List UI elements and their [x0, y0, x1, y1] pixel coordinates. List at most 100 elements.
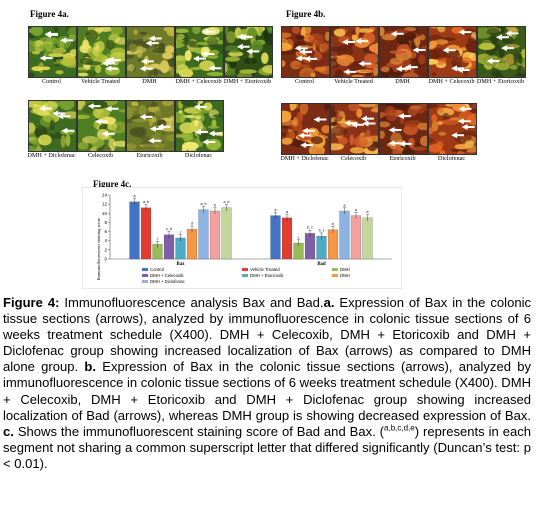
arrow-marker-icon: [246, 48, 260, 55]
caption-text-4: Shows the immunofluorescent staining sco…: [13, 423, 385, 439]
grid4a-panel-9: [175, 100, 224, 152]
arrow-marker-icon: [193, 103, 207, 110]
arrow-marker-icon: [52, 110, 66, 117]
category-label: Bad: [317, 262, 326, 267]
bar-data-label: c, d: [166, 227, 172, 231]
arrow-marker-icon: [202, 138, 216, 145]
bar-data-label: a: [344, 203, 346, 207]
grid4a-panel-1: [28, 26, 77, 78]
chart-bars: a a, b c c, d c d a, b b a, b a a c b, c b, c b a a a: [129, 194, 373, 260]
bar: [129, 201, 140, 260]
arrow-marker-icon: [350, 121, 364, 128]
arrow-marker-icon: [344, 120, 358, 127]
arrow-marker-icon: [105, 65, 119, 72]
legend-swatch: [242, 274, 248, 277]
arrow-marker-icon: [395, 65, 409, 72]
bar-data-label: b, c: [307, 226, 313, 230]
arrow-marker-icon: [94, 118, 108, 125]
grid4a-label-2: Vehicle Treated: [81, 78, 120, 85]
bar: [140, 207, 152, 260]
arrow-marker-icon: [451, 132, 465, 139]
arrow-marker-icon: [505, 30, 519, 37]
grid4b-label-7: Celecoxib: [340, 155, 367, 162]
caption-text-2: Expression of Bax in the colonic tissue …: [3, 295, 532, 375]
grid4b-label-5: DMH + Etoricoxib: [476, 78, 525, 85]
arrow-marker-icon: [208, 130, 222, 137]
arrow-marker-icon: [398, 140, 412, 147]
grid4a-panel-4: [175, 26, 224, 78]
arrow-marker-icon: [87, 103, 101, 110]
legend-swatch: [142, 268, 148, 271]
arrow-marker-icon: [397, 113, 411, 120]
grid4a-label-6: DMH + Diclofenac: [27, 152, 76, 159]
arrow-marker-icon: [61, 127, 75, 134]
grid4b-panel-5: [477, 26, 526, 78]
legend-swatch: [242, 268, 248, 271]
caption-superscript: a,b,c,d,e: [384, 423, 415, 433]
legend-entry: Vehicle Treated: [250, 267, 280, 272]
bar-data-label: d: [191, 222, 193, 226]
arrow-marker-icon: [457, 118, 471, 125]
arrow-marker-icon: [300, 142, 314, 149]
legend-swatch: [332, 268, 338, 271]
bar: [270, 215, 281, 260]
arrow-marker-icon: [44, 30, 58, 37]
caption-label: Figure 4:: [3, 295, 60, 310]
y-tick-label: 2: [104, 247, 107, 252]
y-tick-label: 10: [102, 211, 108, 216]
arrow-marker-icon: [442, 47, 456, 54]
grid4a-panel-7: [77, 100, 126, 152]
arrow-marker-icon: [458, 29, 472, 36]
arrow-marker-icon: [343, 68, 357, 75]
arrow-marker-icon: [355, 38, 369, 45]
y-tick-label: 0: [104, 257, 107, 262]
caption-c-label: c.: [3, 423, 14, 439]
arrow-marker-icon: [140, 58, 154, 65]
arrow-marker-icon: [139, 113, 153, 120]
arrow-marker-icon: [451, 65, 465, 72]
bar: [163, 234, 175, 260]
caption-text-5: ) represents in each segment not sharing…: [3, 423, 531, 471]
arrow-marker-icon: [148, 35, 162, 42]
bar-data-label: b, c: [319, 228, 325, 232]
bar-data-label: a: [286, 210, 288, 214]
grid4a-label-3: DMH: [142, 78, 157, 85]
arrow-marker-icon: [39, 55, 53, 62]
bar-data-label: c: [180, 230, 182, 234]
bar: [327, 229, 339, 260]
legend-entry: Control: [150, 267, 164, 272]
grid4b-label-8: Etoricoxib: [389, 155, 416, 162]
bar-data-label: b: [214, 203, 216, 207]
caption-text-1: Immunofluorescence analysis Bax and Bad.: [59, 295, 324, 310]
legend-entry: DMH: [340, 273, 350, 278]
arrow-marker-icon: [458, 105, 472, 112]
bar-data-label: a, b: [224, 200, 230, 204]
legend-entry: DMH + Diclofenac: [150, 279, 186, 284]
grid4a-panel-2: [77, 26, 126, 78]
legend-swatch: [142, 280, 148, 283]
grid4b-panel-9: [428, 103, 477, 155]
grid4b-label-9: Diclofenac: [437, 155, 466, 162]
legend-swatch: [142, 274, 148, 277]
y-tick-label: 6: [104, 229, 107, 234]
arrow-marker-icon: [299, 48, 313, 55]
figure-caption: Figure 4: Immunofluorescence analysis Ba…: [3, 295, 531, 472]
arrow-marker-icon: [295, 55, 309, 62]
arrow-marker-icon: [486, 58, 500, 65]
caption-a-label: a.: [323, 295, 335, 310]
figure-4c-title: Figure 4c.: [93, 179, 132, 189]
arrow-marker-icon: [412, 46, 426, 53]
grid4a-label-9: Diclofenac: [184, 152, 213, 159]
arrow-marker-icon: [313, 116, 327, 123]
bar: [198, 209, 209, 260]
arrow-marker-icon: [149, 125, 163, 132]
bar: [281, 217, 293, 260]
chart-legend: Control Vehicle Treated DMH DMH + Celecoxib…: [142, 267, 350, 284]
y-tick-label: 8: [104, 220, 107, 225]
arrow-marker-icon: [341, 39, 355, 46]
bar: [186, 229, 198, 260]
grid4a-label-5: DMH + Etoricoxib: [223, 78, 272, 85]
grid4b-panel-8: [379, 103, 428, 155]
arrow-marker-icon: [208, 65, 222, 72]
bar: [362, 217, 373, 260]
